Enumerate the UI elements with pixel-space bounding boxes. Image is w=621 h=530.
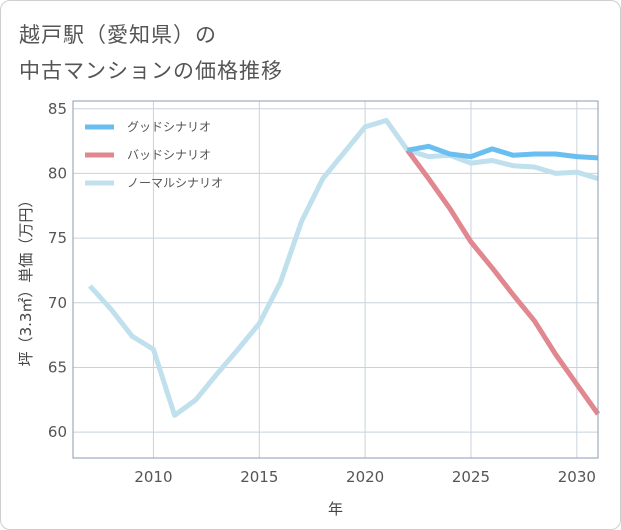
y-tick-label: 70 [48, 294, 67, 312]
y-tick-label: 75 [48, 229, 67, 247]
series-line-bad [405, 148, 601, 416]
legend-label: グッドシナリオ [127, 120, 211, 134]
chart-title-line-2: 中古マンションの価格推移 [19, 59, 283, 83]
plot-frame [72, 100, 599, 459]
legend-label: バッドシナリオ [127, 148, 211, 162]
y-axis-label: 坪（3.3㎡）単価（万円） [17, 193, 35, 367]
x-tick-label: 2010 [134, 468, 172, 486]
series-line-normal [88, 117, 599, 418]
x-tick-label: 2025 [452, 468, 490, 486]
x-tick-label: 2020 [346, 468, 384, 486]
chart-title-line-1: 越戸駅（愛知県）の [19, 23, 217, 47]
y-tick-label: 85 [48, 100, 67, 118]
x-tick-label: 2015 [240, 468, 278, 486]
y-tick-labels: 60 65 70 75 80 85 [48, 100, 67, 441]
series-layer [88, 117, 601, 418]
x-tick-label: 2030 [558, 468, 596, 486]
series-line-good [407, 143, 599, 161]
y-tick-label: 65 [48, 358, 67, 376]
x-axis-label: 年 [328, 500, 343, 518]
y-tick-label: 60 [48, 423, 67, 441]
x-tick-labels: 2010 2015 2020 2025 2030 [134, 468, 596, 486]
y-tick-label: 80 [48, 164, 67, 182]
legend-label: ノーマルシナリオ [127, 176, 223, 190]
grid [73, 101, 598, 458]
